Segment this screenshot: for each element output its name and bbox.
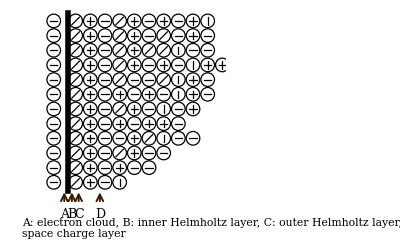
Text: D: D	[95, 208, 105, 222]
Text: C: C	[74, 208, 84, 222]
Text: A: electron cloud, B: inner Helmholtz layer, C: outer Helmholtz layer, D:
space : A: electron cloud, B: inner Helmholtz la…	[22, 218, 400, 239]
Text: B: B	[67, 208, 76, 222]
Text: A: A	[60, 208, 69, 222]
